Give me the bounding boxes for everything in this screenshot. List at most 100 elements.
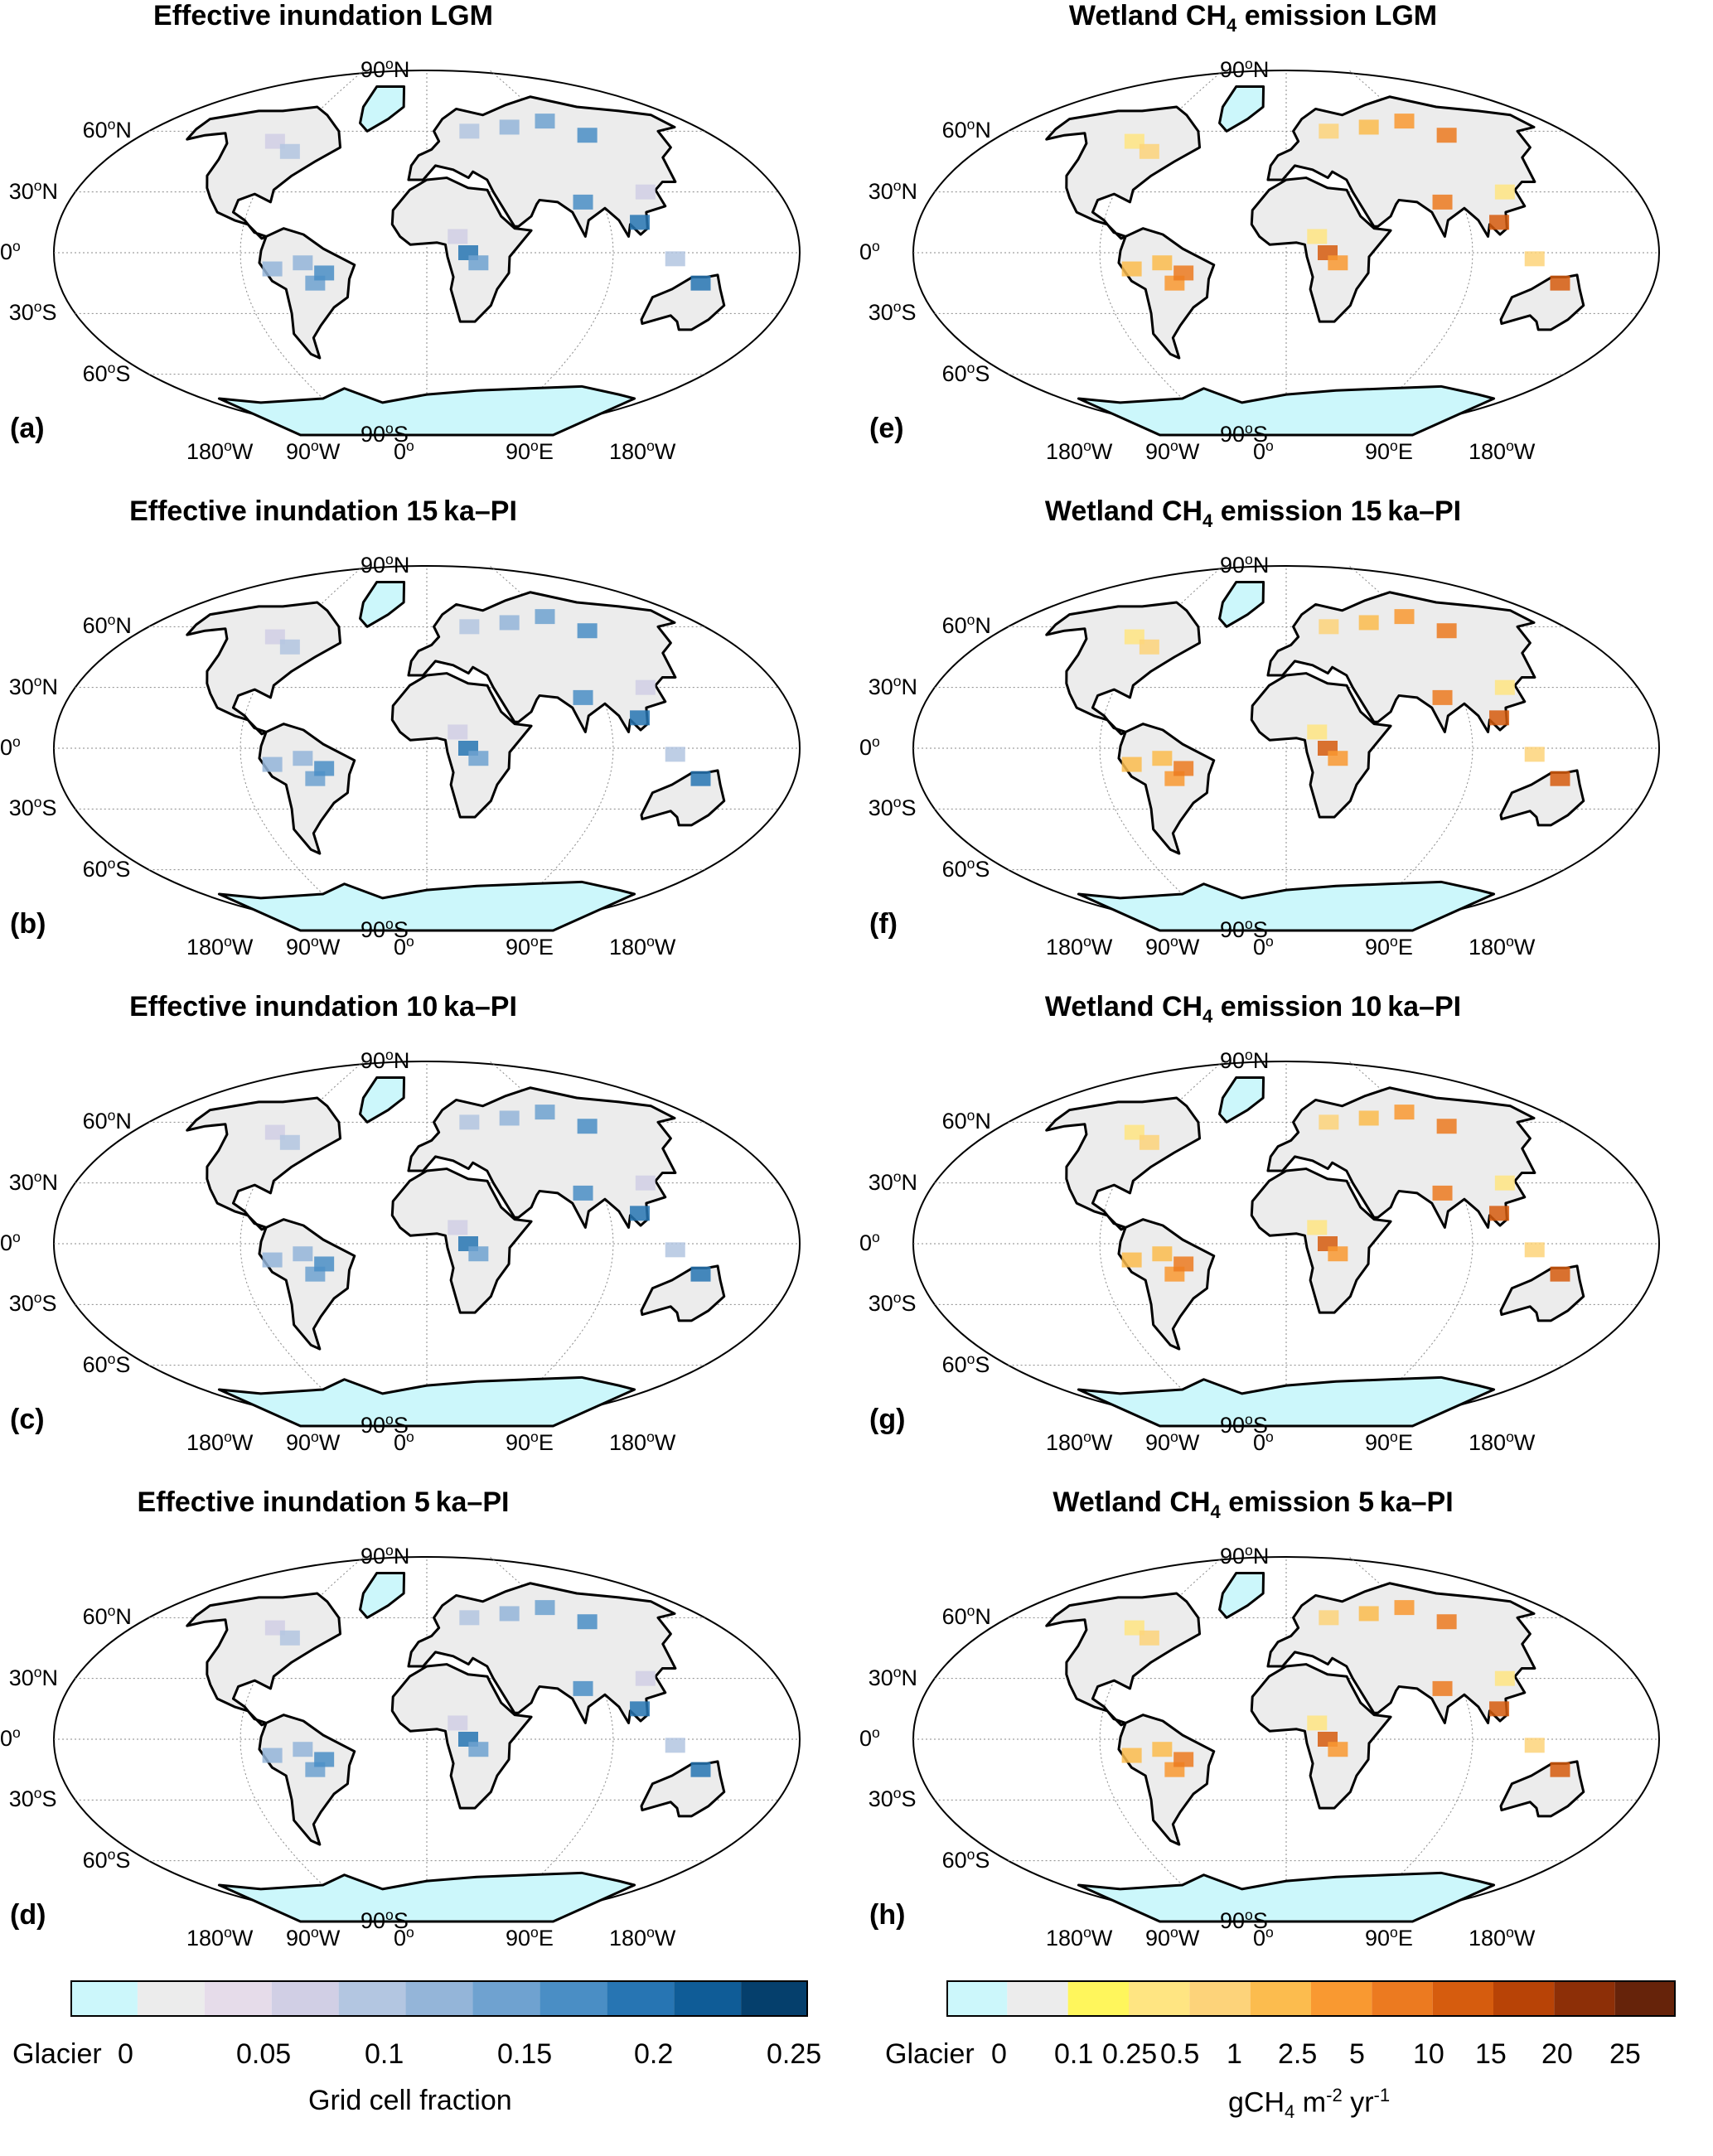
colorbar-swatch bbox=[1067, 1980, 1129, 2017]
lat-tick-label: 90oS bbox=[1220, 916, 1268, 942]
continent-namerica bbox=[1045, 601, 1202, 736]
lon-tick-label: 90oE bbox=[506, 1924, 554, 1951]
panel-label: (c) bbox=[10, 1404, 45, 1435]
lat-tick-label: 30oS bbox=[868, 1785, 917, 1812]
lat-tick-label: 90oS bbox=[361, 1907, 409, 1933]
colorbar-frame bbox=[70, 1980, 808, 2017]
wetland-cell bbox=[1173, 265, 1194, 281]
wetland-cell bbox=[1489, 1701, 1510, 1717]
colorbar-inundation-swatches bbox=[70, 1980, 808, 2017]
colorbar-swatch bbox=[405, 1980, 473, 2017]
panel-title: Wetland CH4 emission 15 ka–PI bbox=[1044, 495, 1462, 531]
colorbar-swatch bbox=[271, 1980, 339, 2017]
colorbar-tick-label: 0.15 bbox=[497, 2038, 553, 2070]
colorbar-swatch bbox=[1311, 1980, 1372, 2017]
colorbar-tick-label: 2.5 bbox=[1278, 2038, 1318, 2070]
lat-tick-label: 90oN bbox=[361, 1542, 410, 1569]
lon-tick-label: 90oE bbox=[506, 1428, 554, 1455]
colorbar-frame bbox=[946, 1980, 1676, 2017]
wetland-cell bbox=[1121, 1748, 1142, 1763]
panel-title: Effective inundation 10 ka–PI bbox=[129, 991, 517, 1022]
lat-tick-label: 0o bbox=[0, 733, 21, 760]
world-map bbox=[53, 1061, 801, 1428]
wetland-cell bbox=[1358, 1606, 1379, 1622]
lat-tick-label: 0o bbox=[0, 1229, 21, 1255]
wetland-cell bbox=[1524, 251, 1545, 267]
continent-greenland bbox=[1218, 1076, 1265, 1124]
wetland-cell bbox=[279, 143, 300, 159]
colorbar-swatch bbox=[70, 1980, 138, 2017]
lon-tick-label: 180oW bbox=[1046, 1428, 1113, 1455]
continent-antarctica bbox=[1077, 1871, 1496, 1923]
lon-tick-label: 0o bbox=[1253, 1428, 1274, 1455]
wetland-cell bbox=[573, 194, 593, 210]
lat-tick-label: 60oS bbox=[941, 359, 990, 386]
wetland-cell bbox=[1436, 1614, 1457, 1630]
wetland-cell bbox=[1524, 747, 1545, 762]
wetland-cell bbox=[630, 1701, 651, 1717]
wetland-cell bbox=[1139, 639, 1159, 655]
wetland-cell bbox=[665, 1738, 685, 1753]
lat-tick-label: 0o bbox=[859, 238, 880, 264]
colorbar-tick-label: 10 bbox=[1413, 2038, 1444, 2070]
wetland-cell bbox=[448, 724, 468, 740]
lat-tick-label: 30oN bbox=[8, 672, 59, 699]
continent-samerica bbox=[1117, 1218, 1216, 1351]
wetland-cell bbox=[314, 265, 335, 281]
continent-antarctica bbox=[1077, 384, 1496, 437]
panel-label: (g) bbox=[869, 1404, 906, 1435]
wetland-cell bbox=[1139, 1134, 1159, 1150]
lon-tick-label: 180oW bbox=[1046, 437, 1113, 464]
colorbar-swatch bbox=[204, 1980, 272, 2017]
wetland-cell bbox=[1173, 1256, 1194, 1272]
wetland-cell bbox=[279, 639, 300, 655]
colorbar-tick-label: 0.25 bbox=[767, 2038, 822, 2070]
lon-tick-label: 90oW bbox=[286, 437, 341, 464]
lon-tick-label: 180oW bbox=[1469, 437, 1536, 464]
lon-tick-label: 180oW bbox=[1469, 933, 1536, 960]
wetland-cell bbox=[690, 1762, 711, 1777]
lon-tick-label: 0o bbox=[394, 1428, 414, 1455]
lon-tick-label: 0o bbox=[1253, 933, 1274, 960]
wetland-cell bbox=[293, 1246, 313, 1262]
continent-greenland bbox=[359, 581, 406, 628]
panel-b: Effective inundation 15 ka–PI (b) 90oN 60… bbox=[0, 495, 854, 993]
wetland-cell bbox=[1152, 751, 1173, 766]
lon-tick-label: 90oE bbox=[1365, 437, 1413, 464]
lat-tick-label: 30oN bbox=[8, 1663, 59, 1690]
lon-tick-label: 90oW bbox=[1145, 1428, 1200, 1455]
wetland-cell bbox=[1152, 255, 1173, 271]
panel-title: Effective inundation LGM bbox=[153, 0, 493, 31]
wetland-cell bbox=[535, 114, 555, 129]
wetland-cell bbox=[1139, 1630, 1159, 1646]
wetland-cell bbox=[577, 623, 598, 639]
lat-tick-label: 60oN bbox=[941, 116, 991, 143]
lat-tick-label: 90oN bbox=[361, 56, 410, 82]
wetland-cell bbox=[1489, 215, 1510, 230]
colorbar-swatch bbox=[1250, 1980, 1311, 2017]
wetland-cell bbox=[1328, 1742, 1348, 1757]
wetland-cell bbox=[1494, 184, 1515, 200]
continent-samerica bbox=[258, 227, 356, 360]
wetland-cell bbox=[1319, 1114, 1339, 1130]
wetland-cell bbox=[1319, 123, 1339, 139]
panel-h: Wetland CH4 emission 5 ka–PI (h) 90oN 60o… bbox=[859, 1486, 1713, 1984]
colorbar-swatch bbox=[1189, 1980, 1251, 2017]
panel-c: Effective inundation 10 ka–PI (c) 90oN 60… bbox=[0, 991, 854, 1488]
lon-tick-label: 90oE bbox=[1365, 1428, 1413, 1455]
wetland-cell bbox=[448, 229, 468, 244]
wetland-cell bbox=[690, 1266, 711, 1282]
wetland-cell bbox=[1436, 623, 1457, 639]
colorbar-swatch bbox=[946, 1980, 1008, 2017]
world-map bbox=[53, 70, 801, 437]
wetland-cell bbox=[1550, 1762, 1570, 1777]
continent-samerica bbox=[1117, 723, 1216, 855]
world-map bbox=[912, 1061, 1660, 1428]
continent-samerica bbox=[1117, 1714, 1216, 1846]
lon-tick-label: 180oW bbox=[1469, 1428, 1536, 1455]
colorbar-methane-swatches bbox=[946, 1980, 1676, 2017]
lat-tick-label: 30oS bbox=[8, 794, 57, 821]
lat-tick-label: 60oS bbox=[941, 854, 990, 882]
colorbar-tick-label: 25 bbox=[1609, 2038, 1641, 2070]
lat-tick-label: 60oN bbox=[82, 1107, 132, 1134]
